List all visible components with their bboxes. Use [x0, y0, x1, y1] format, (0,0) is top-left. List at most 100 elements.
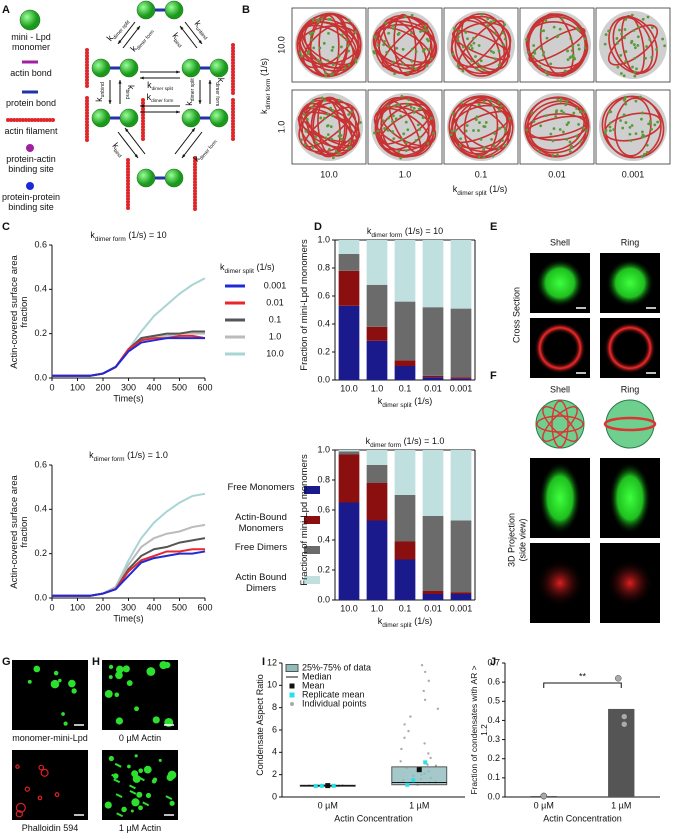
sim-monomer	[421, 116, 425, 120]
bar-segment	[422, 377, 444, 380]
sim-monomer	[318, 46, 322, 50]
sim-monomer	[423, 47, 426, 51]
sim-monomer	[347, 49, 351, 53]
x-tick-label: 10.0	[340, 383, 358, 393]
sim-monomer	[615, 37, 619, 40]
sim-monomer	[331, 72, 335, 76]
condensate	[61, 712, 65, 716]
label-part: k	[147, 92, 152, 102]
y-tick-label: 0.4	[317, 318, 330, 328]
bar-segment	[394, 541, 416, 560]
x-tick-label: 300	[121, 602, 136, 612]
fiber	[129, 789, 137, 795]
sim-monomer	[330, 137, 333, 141]
x-axis-title: kdimer split (1/s)	[378, 396, 433, 409]
sim-monomer	[406, 128, 410, 132]
arrow-head	[136, 26, 140, 30]
sim-monomer	[633, 56, 637, 60]
sim-monomer	[641, 17, 645, 21]
fiber	[129, 784, 136, 790]
actin-bead	[45, 118, 49, 122]
arrow	[117, 131, 139, 159]
sim-monomer	[526, 50, 530, 54]
actin-bead	[126, 164, 130, 168]
x-tick-label: 400	[146, 382, 161, 392]
condensate	[606, 259, 654, 307]
sphere-icon	[605, 399, 655, 449]
label-part: k	[192, 19, 203, 29]
sim-monomer	[583, 37, 587, 41]
sim-monomer	[622, 74, 626, 78]
condensate	[145, 792, 152, 799]
bar-segment	[394, 301, 416, 361]
sim-monomer	[450, 129, 454, 133]
sim-monomer	[504, 144, 507, 147]
arrow-head	[140, 76, 144, 80]
actin-bead	[126, 176, 130, 180]
actin-bead	[126, 197, 130, 201]
sim-monomer	[603, 42, 607, 46]
row-label: 3D Projection	[506, 513, 516, 567]
actin-bead	[141, 116, 145, 120]
sim-monomer	[501, 139, 504, 142]
sim-monomer	[620, 32, 623, 36]
ring-icon	[603, 416, 657, 432]
sim-monomer	[326, 124, 329, 128]
label-part: dimer form	[265, 79, 272, 110]
sim-monomer	[304, 129, 308, 133]
actin-bead	[231, 131, 235, 135]
column-label: 0.001	[622, 169, 645, 179]
sim-monomer	[337, 98, 341, 102]
row-label: 10.0	[276, 36, 286, 54]
column-label: Ring	[621, 384, 640, 394]
legend-text: 0.1	[269, 314, 282, 324]
actin-bead	[85, 111, 89, 115]
panel-label: J	[490, 656, 496, 668]
sim-monomer	[303, 143, 307, 147]
sim-monomer	[575, 26, 579, 30]
sim-monomer	[624, 121, 628, 124]
sim-monomer	[622, 99, 626, 102]
sim-filament	[388, 100, 422, 154]
sim-monomer	[622, 113, 626, 117]
legend-text: Mean	[302, 680, 325, 690]
arrow-head	[182, 154, 186, 158]
panel-label: H	[92, 656, 100, 668]
sim-monomer	[376, 129, 380, 133]
actin-bead	[231, 101, 235, 105]
sim-monomer	[372, 50, 376, 53]
sim-monomer	[497, 108, 501, 112]
sim-monomer	[608, 129, 612, 133]
image-label: Phalloidin 594	[21, 823, 79, 833]
sim-monomer	[650, 127, 653, 131]
point	[540, 792, 547, 800]
sim-monomer	[554, 110, 558, 114]
actin-bead	[141, 131, 145, 135]
sim-monomer	[393, 104, 396, 108]
bar-segment	[338, 305, 360, 380]
sim-monomer	[460, 101, 464, 105]
sim-monomer	[305, 117, 309, 121]
sim-monomer	[581, 126, 585, 130]
actin-bead	[141, 137, 145, 141]
actin-bead	[141, 113, 145, 117]
sim-monomer	[578, 110, 582, 114]
sim-filament	[298, 101, 360, 153]
sim-monomer	[616, 41, 619, 45]
bar-segment	[422, 375, 444, 378]
label-part: dimer split	[190, 78, 196, 102]
sim-monomer	[407, 98, 411, 102]
actin-bead	[193, 159, 197, 163]
sim-monomer	[310, 38, 313, 42]
x-tick-label: 1 µM	[611, 800, 631, 810]
actin-bead	[231, 61, 235, 65]
replicate-mean	[313, 784, 318, 789]
sim-monomer	[486, 17, 490, 21]
actin-bead	[85, 72, 89, 76]
sim-filament	[377, 15, 433, 75]
sim-monomer	[575, 134, 579, 138]
sim-monomer	[337, 55, 341, 58]
sim-monomer	[559, 97, 563, 101]
x-tick-label: 0 µM	[534, 800, 554, 810]
actin-bead	[85, 63, 89, 67]
